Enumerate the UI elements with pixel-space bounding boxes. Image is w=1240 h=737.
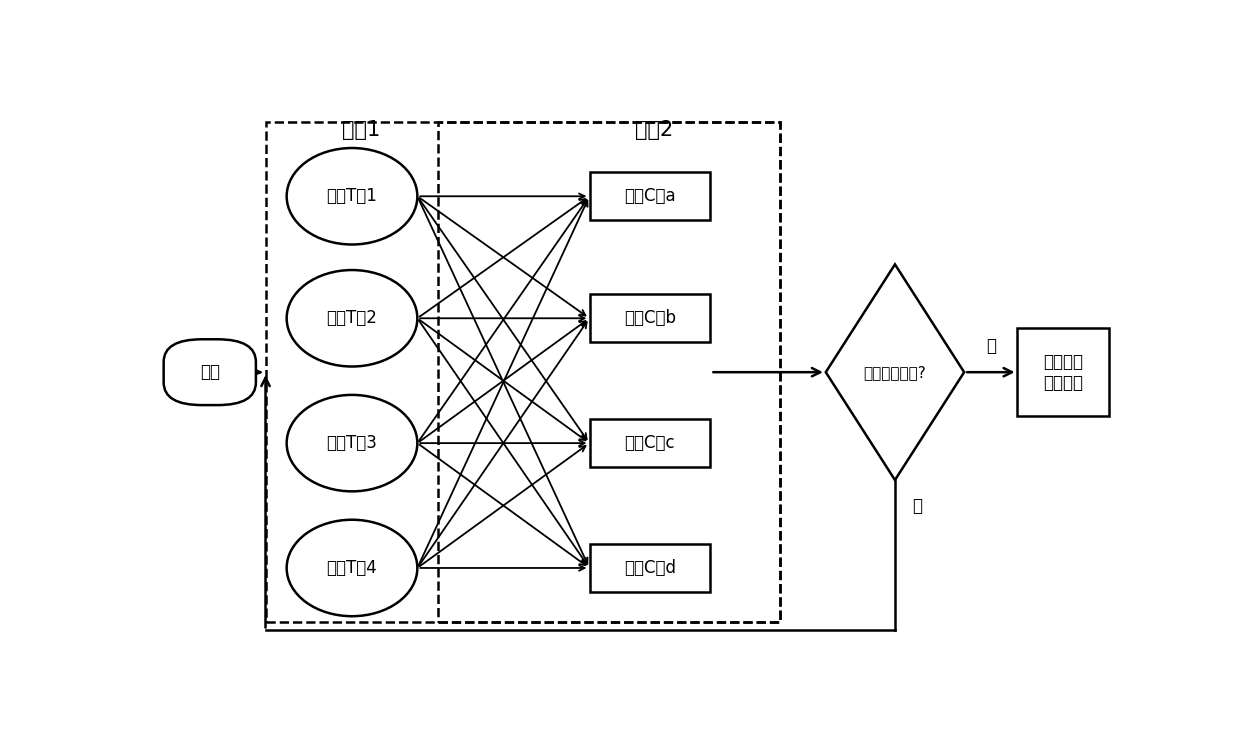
FancyBboxPatch shape (590, 544, 711, 592)
Text: 线路C弇b: 线路C弇b (624, 310, 676, 327)
Ellipse shape (286, 395, 418, 492)
Text: 线路T弇3: 线路T弇3 (326, 434, 377, 452)
Ellipse shape (286, 148, 418, 245)
Text: 线路T弇2: 线路T弇2 (326, 310, 377, 327)
Text: 线路T弇4: 线路T弇4 (326, 559, 377, 577)
Text: 线路T弇1: 线路T弇1 (326, 187, 377, 206)
FancyBboxPatch shape (590, 419, 711, 467)
Text: 否: 否 (913, 497, 923, 515)
FancyBboxPatch shape (590, 172, 711, 220)
Text: 线路C弇d: 线路C弇d (624, 559, 676, 577)
Text: 两弧是否相交?: 两弧是否相交? (863, 365, 926, 380)
Text: 循环2: 循环2 (635, 119, 673, 139)
Text: 开始: 开始 (200, 363, 219, 381)
Ellipse shape (286, 520, 418, 616)
Polygon shape (826, 265, 965, 480)
Text: 循环1: 循环1 (342, 119, 381, 139)
FancyBboxPatch shape (590, 294, 711, 343)
FancyBboxPatch shape (1018, 328, 1109, 416)
Text: 线路C弇a: 线路C弇a (624, 187, 676, 206)
Text: 是: 是 (986, 337, 996, 355)
Ellipse shape (286, 270, 418, 366)
Text: 线路C弇c: 线路C弇c (625, 434, 676, 452)
FancyBboxPatch shape (164, 339, 255, 405)
Text: 确定相交
弧和坐标: 确定相交 弧和坐标 (1043, 353, 1084, 391)
